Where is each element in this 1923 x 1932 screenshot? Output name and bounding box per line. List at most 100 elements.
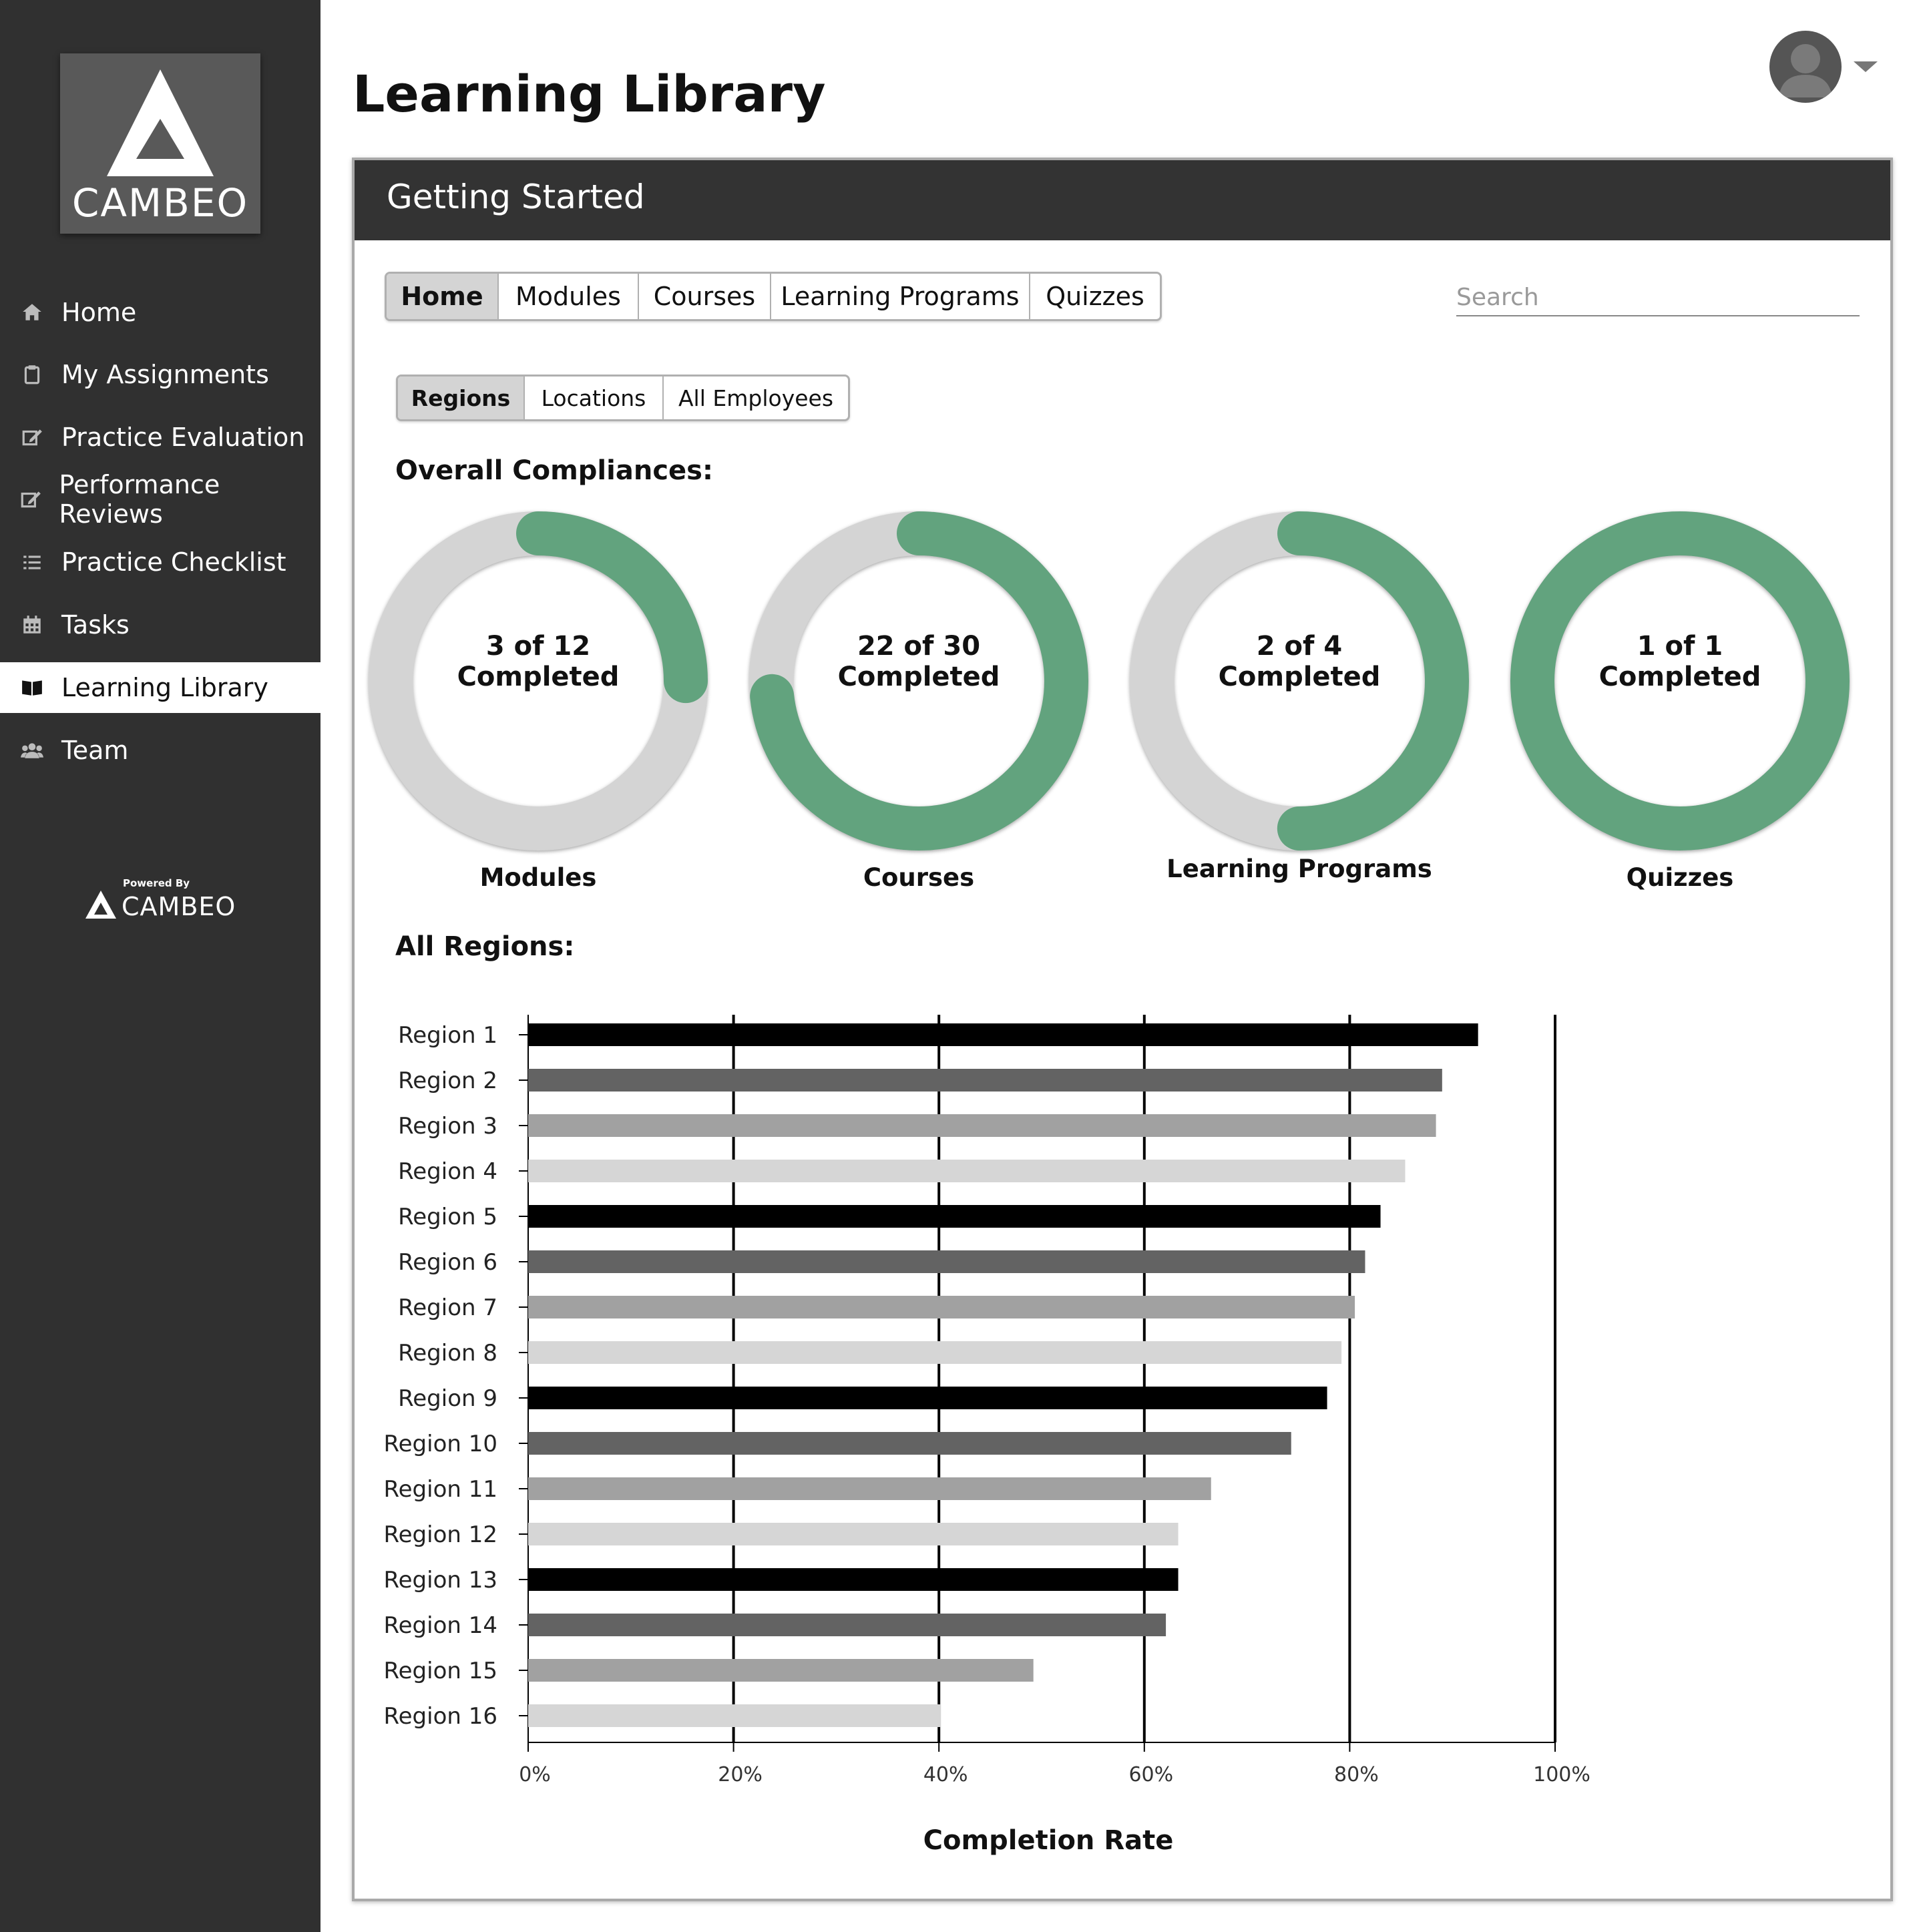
sidebar-item-tasks[interactable]: Tasks [0, 599, 320, 650]
completion-count: 2 of 4 Completed [1129, 631, 1470, 692]
cambeo-logo[interactable]: CAMBEO [60, 53, 260, 234]
region-bar[interactable] [528, 1114, 1436, 1137]
compliance-card-learning-programs[interactable]: 2 of 4 Completed Learning Programs [1129, 511, 1470, 883]
completion-fraction: 3 of 12 [485, 631, 591, 662]
region-bar[interactable] [528, 1568, 1179, 1591]
region-bar[interactable] [528, 1477, 1211, 1500]
user-avatar[interactable] [1769, 31, 1842, 103]
powered-logo-triangle-icon [85, 891, 116, 919]
tab-courses[interactable]: Courses [639, 274, 771, 319]
clipboard-icon [0, 363, 61, 386]
book-icon [0, 676, 61, 699]
subtab-regions[interactable]: Regions [398, 377, 525, 419]
region-bar[interactable] [528, 1205, 1381, 1228]
region-label: Region 1 [398, 1022, 497, 1049]
x-tick-label: 100% [1533, 1763, 1590, 1786]
panel-header: Getting Started [355, 160, 1890, 240]
sidebar-item-label: My Assignments [61, 360, 269, 389]
completion-status: Completed [457, 662, 620, 692]
region-bar[interactable] [528, 1296, 1355, 1318]
region-bar[interactable] [528, 1387, 1327, 1409]
sidebar-item-learning-library[interactable]: Learning Library [0, 662, 320, 713]
sidebar-item-label: Tasks [61, 610, 130, 640]
sidebar-item-label: Practice Checklist [61, 547, 286, 577]
region-label: Region 12 [384, 1521, 497, 1548]
subtab-all-employees[interactable]: All Employees [678, 385, 834, 411]
compliance-heading: Overall Compliances: [395, 455, 713, 486]
sidebar-item-label: Practice Evaluation [61, 423, 305, 452]
sidebar-item-practice-evaluation[interactable]: Practice Evaluation [0, 412, 320, 463]
edit-icon [0, 426, 61, 449]
region-label: Region 10 [384, 1431, 497, 1457]
list-icon [0, 551, 61, 573]
sidebar-item-label: Performance Reviews [59, 470, 220, 529]
compliance-card-courses[interactable]: 22 of 30 Completed Courses [749, 511, 1089, 892]
completion-status: Completed [1218, 662, 1381, 692]
sidebar-item-label: Team [61, 736, 129, 765]
compliance-card-quizzes[interactable]: 1 of 1 Completed Quizzes [1510, 511, 1850, 892]
compliance-label: Learning Programs [1166, 855, 1432, 883]
region-label: Region 2 [398, 1067, 497, 1094]
completion-fraction: 1 of 1 [1637, 631, 1723, 662]
completion-status: Completed [1598, 662, 1761, 692]
region-label: Region 8 [398, 1340, 497, 1367]
progress-ring [1130, 511, 1469, 851]
tab-modules[interactable]: Modules [499, 274, 639, 319]
completion-count: 3 of 12 Completed [368, 631, 708, 692]
region-bar[interactable] [528, 1341, 1342, 1364]
completion-status: Completed [837, 662, 1000, 692]
powered-by-brand: CAMBEO [122, 892, 236, 921]
ring-progress [749, 511, 1088, 851]
tab-quizzes[interactable]: Quizzes [1046, 282, 1144, 311]
page-title: Learning Library [353, 64, 826, 124]
ring-progress [1510, 511, 1850, 851]
search-input[interactable] [1456, 279, 1860, 316]
x-tick-label: 40% [923, 1763, 968, 1786]
sub-tabs: Regions Locations All Employees [396, 375, 850, 421]
sidebar-item-practice-checklist[interactable]: Practice Checklist [0, 537, 320, 587]
tab-home[interactable]: Home [387, 274, 499, 319]
compliance-card-modules[interactable]: 3 of 12 Completed Modules [368, 511, 708, 892]
region-bar[interactable] [528, 1023, 1478, 1046]
region-bar[interactable] [528, 1069, 1442, 1092]
sidebar-item-home[interactable]: Home [0, 287, 320, 338]
sidebar-item-team[interactable]: Team [0, 725, 320, 776]
sidebar-item-performance-reviews[interactable]: Performance Reviews [0, 470, 320, 529]
completion-fraction: 2 of 4 [1256, 631, 1343, 662]
sidebar-item-my-assignments[interactable]: My Assignments [0, 349, 320, 400]
progress-ring [749, 511, 1088, 851]
region-bar[interactable] [528, 1250, 1365, 1273]
ring-progress [369, 511, 708, 851]
home-icon [0, 301, 61, 324]
completion-count: 1 of 1 Completed [1510, 631, 1850, 692]
region-label: Region 7 [398, 1294, 497, 1321]
x-tick-label: 60% [1128, 1763, 1173, 1786]
region-label: Region 15 [384, 1658, 497, 1684]
region-label: Region 4 [398, 1158, 497, 1185]
x-tick-label: 0% [519, 1763, 551, 1786]
compliance-label: Quizzes [1626, 863, 1734, 892]
compliance-label: Courses [863, 863, 975, 892]
completion-fraction: 22 of 30 [857, 631, 981, 662]
region-label: Region 9 [398, 1385, 497, 1412]
team-icon [0, 739, 61, 762]
region-label: Region 16 [384, 1703, 497, 1730]
region-bar[interactable] [528, 1704, 941, 1727]
region-bar[interactable] [528, 1160, 1406, 1182]
region-bar[interactable] [528, 1659, 1034, 1682]
region-label: Region 11 [384, 1476, 497, 1503]
compliance-label: Modules [479, 863, 597, 892]
tab-learning-programs[interactable]: Learning Programs [771, 274, 1030, 319]
calendar-icon [0, 614, 61, 636]
region-bar[interactable] [528, 1432, 1291, 1455]
region-label: Region 13 [384, 1567, 497, 1594]
region-label: Region 5 [398, 1204, 497, 1230]
getting-started-panel: Getting Started Home Modules Courses Learni… [352, 158, 1893, 1901]
logo-text: CAMBEO [71, 180, 249, 226]
account-dropdown-icon[interactable] [1854, 61, 1878, 72]
region-bar[interactable] [528, 1523, 1179, 1545]
region-bar[interactable] [528, 1614, 1166, 1636]
subtab-locations[interactable]: Locations [525, 377, 664, 419]
powered-by-label: Powered By [123, 877, 190, 889]
regions-heading: All Regions: [395, 931, 575, 962]
